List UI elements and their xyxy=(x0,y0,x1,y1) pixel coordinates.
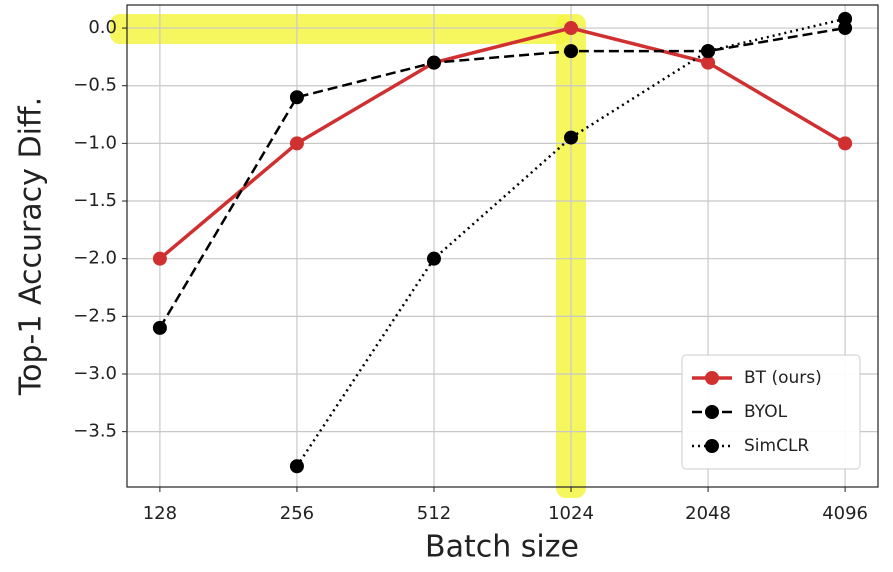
point xyxy=(564,21,579,36)
legend-frame xyxy=(681,354,861,470)
legend-marker xyxy=(705,371,719,385)
legend-label: SimCLR xyxy=(744,436,809,456)
legend-marker xyxy=(705,439,719,453)
y-tick-label: −2.5 xyxy=(73,305,117,326)
y-tick-label: −2.0 xyxy=(73,248,117,269)
point xyxy=(701,44,716,59)
y-tick-label: 0.0 xyxy=(88,17,117,38)
y-tick-label: −3.0 xyxy=(73,363,117,384)
point xyxy=(152,251,167,266)
point xyxy=(289,136,304,151)
point xyxy=(701,55,716,70)
x-tick-label: 256 xyxy=(280,503,314,524)
point xyxy=(152,320,167,335)
point xyxy=(564,44,579,59)
x-tick-label: 4096 xyxy=(822,503,868,524)
point xyxy=(289,90,304,105)
highlight-row xyxy=(110,14,570,44)
legend-marker xyxy=(705,405,719,419)
y-tick-label: −3.5 xyxy=(73,421,117,442)
point xyxy=(426,55,441,70)
point xyxy=(838,11,853,26)
legend-label: BYOL xyxy=(744,402,788,422)
x-axis-label: Batch size xyxy=(425,530,579,565)
x-tick-label: 1024 xyxy=(548,503,594,524)
legend-label: BT (ours) xyxy=(744,368,822,388)
point xyxy=(426,251,441,266)
y-axis-label: Top-1 Accuracy Diff. xyxy=(14,97,49,396)
point xyxy=(838,136,853,151)
y-tick-label: −1.5 xyxy=(73,190,117,211)
plot-frame xyxy=(126,4,879,488)
y-tick-label: −1.0 xyxy=(73,132,117,153)
y-tick-label: −0.5 xyxy=(73,75,117,96)
point xyxy=(564,130,579,145)
point xyxy=(289,459,304,474)
x-tick-label: 128 xyxy=(143,503,177,524)
x-tick-label: 512 xyxy=(417,503,451,524)
series-line xyxy=(158,26,846,329)
series-line xyxy=(158,26,846,261)
x-tick-label: 2048 xyxy=(685,503,731,524)
